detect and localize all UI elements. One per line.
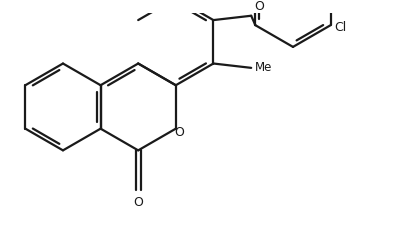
- Text: O: O: [133, 196, 143, 209]
- Text: O: O: [254, 0, 264, 13]
- Text: O: O: [175, 126, 185, 139]
- Text: Me: Me: [255, 61, 272, 74]
- Text: Cl: Cl: [334, 20, 346, 34]
